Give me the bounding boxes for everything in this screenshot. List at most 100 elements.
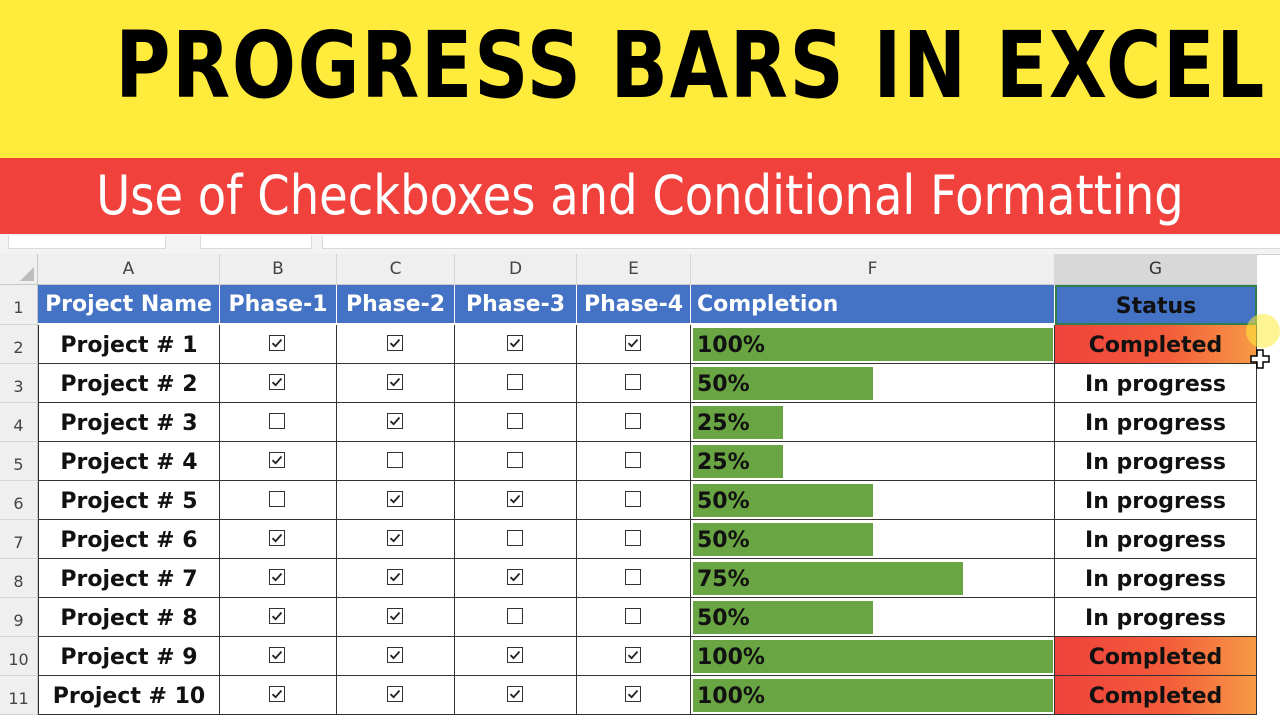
phase-cell[interactable] <box>220 325 337 364</box>
column-header[interactable]: F <box>691 254 1055 285</box>
checkbox-checked[interactable] <box>386 530 403 546</box>
checkbox-unchecked[interactable] <box>624 530 641 546</box>
select-all-corner[interactable] <box>0 254 38 285</box>
header-completion[interactable]: Completion <box>691 285 1055 325</box>
fill-handle-highlight[interactable] <box>1246 314 1280 348</box>
checkbox-checked[interactable] <box>386 491 403 507</box>
status-cell[interactable]: Completed <box>1055 637 1257 676</box>
checkbox-checked[interactable] <box>386 647 403 663</box>
header-status[interactable]: Status <box>1055 285 1257 325</box>
status-cell[interactable]: In progress <box>1055 598 1257 637</box>
header-phase-3[interactable]: Phase-3 <box>455 285 577 325</box>
checkbox-checked[interactable] <box>506 491 523 507</box>
phase-cell[interactable] <box>220 364 337 403</box>
phase-cell[interactable] <box>337 520 455 559</box>
completion-cell[interactable]: 25% <box>691 442 1055 481</box>
row-header[interactable]: 8 <box>0 559 38 598</box>
completion-cell[interactable]: 100% <box>691 637 1055 676</box>
row-header[interactable]: 9 <box>0 598 38 637</box>
status-cell[interactable]: In progress <box>1055 364 1257 403</box>
checkbox-unchecked[interactable] <box>506 530 523 546</box>
phase-cell[interactable] <box>577 559 691 598</box>
phase-cell[interactable] <box>577 598 691 637</box>
row-header[interactable]: 5 <box>0 442 38 481</box>
completion-cell[interactable]: 50% <box>691 364 1055 403</box>
column-header[interactable]: A <box>38 254 220 285</box>
header-phase-1[interactable]: Phase-1 <box>220 285 337 325</box>
completion-cell[interactable]: 75% <box>691 559 1055 598</box>
checkbox-unchecked[interactable] <box>624 413 641 429</box>
phase-cell[interactable] <box>220 520 337 559</box>
checkbox-unchecked[interactable] <box>269 491 285 507</box>
phase-cell[interactable] <box>577 637 691 676</box>
checkbox-checked[interactable] <box>269 374 285 390</box>
checkbox-checked[interactable] <box>269 569 285 585</box>
header-phase-4[interactable]: Phase-4 <box>577 285 691 325</box>
status-cell[interactable]: In progress <box>1055 520 1257 559</box>
phase-cell[interactable] <box>220 676 337 715</box>
status-cell[interactable]: Completed <box>1055 325 1257 364</box>
header-project-name[interactable]: Project Name <box>38 285 220 325</box>
completion-cell[interactable]: 25% <box>691 403 1055 442</box>
checkbox-checked[interactable] <box>506 647 523 663</box>
checkbox-checked[interactable] <box>386 374 403 390</box>
checkbox-checked[interactable] <box>269 686 285 702</box>
row-header[interactable]: 11 <box>0 676 38 715</box>
status-cell[interactable]: In progress <box>1055 442 1257 481</box>
phase-cell[interactable] <box>220 559 337 598</box>
checkbox-checked[interactable] <box>506 569 523 585</box>
phase-cell[interactable] <box>577 676 691 715</box>
checkbox-checked[interactable] <box>269 452 285 468</box>
checkbox-unchecked[interactable] <box>624 569 641 585</box>
row-header[interactable]: 1 <box>0 285 38 325</box>
phase-cell[interactable] <box>455 520 577 559</box>
completion-cell[interactable]: 50% <box>691 520 1055 559</box>
completion-cell[interactable]: 50% <box>691 481 1055 520</box>
column-header[interactable]: E <box>577 254 691 285</box>
phase-cell[interactable] <box>455 598 577 637</box>
phase-cell[interactable] <box>337 637 455 676</box>
phase-cell[interactable] <box>455 676 577 715</box>
column-header[interactable]: G <box>1055 254 1257 285</box>
phase-cell[interactable] <box>455 442 577 481</box>
phase-cell[interactable] <box>337 325 455 364</box>
project-name-cell[interactable]: Project # 2 <box>38 364 220 403</box>
project-name-cell[interactable]: Project # 4 <box>38 442 220 481</box>
checkbox-checked[interactable] <box>386 608 403 624</box>
checkbox-checked[interactable] <box>386 413 403 429</box>
phase-cell[interactable] <box>220 403 337 442</box>
checkbox-checked[interactable] <box>269 530 285 546</box>
checkbox-checked[interactable] <box>386 686 403 702</box>
phase-cell[interactable] <box>577 364 691 403</box>
phase-cell[interactable] <box>577 520 691 559</box>
phase-cell[interactable] <box>577 442 691 481</box>
project-name-cell[interactable]: Project # 7 <box>38 559 220 598</box>
phase-cell[interactable] <box>455 637 577 676</box>
checkbox-checked[interactable] <box>386 335 403 351</box>
row-header[interactable]: 2 <box>0 325 38 364</box>
checkbox-checked[interactable] <box>506 335 523 351</box>
column-header[interactable]: D <box>455 254 577 285</box>
phase-cell[interactable] <box>577 403 691 442</box>
row-header[interactable]: 10 <box>0 637 38 676</box>
project-name-cell[interactable]: Project # 1 <box>38 325 220 364</box>
phase-cell[interactable] <box>455 325 577 364</box>
phase-cell[interactable] <box>455 559 577 598</box>
phase-cell[interactable] <box>220 442 337 481</box>
status-cell[interactable]: Completed <box>1055 676 1257 715</box>
header-phase-2[interactable]: Phase-2 <box>337 285 455 325</box>
checkbox-checked[interactable] <box>506 686 523 702</box>
completion-cell[interactable]: 100% <box>691 325 1055 364</box>
checkbox-unchecked[interactable] <box>506 413 523 429</box>
status-cell[interactable]: In progress <box>1055 403 1257 442</box>
project-name-cell[interactable]: Project # 10 <box>38 676 220 715</box>
checkbox-unchecked[interactable] <box>386 452 403 468</box>
phase-cell[interactable] <box>455 364 577 403</box>
phase-cell[interactable] <box>455 403 577 442</box>
checkbox-checked[interactable] <box>269 335 285 351</box>
checkbox-checked[interactable] <box>624 335 641 351</box>
row-header[interactable]: 7 <box>0 520 38 559</box>
checkbox-unchecked[interactable] <box>506 452 523 468</box>
status-cell[interactable]: In progress <box>1055 559 1257 598</box>
column-header[interactable]: C <box>337 254 455 285</box>
